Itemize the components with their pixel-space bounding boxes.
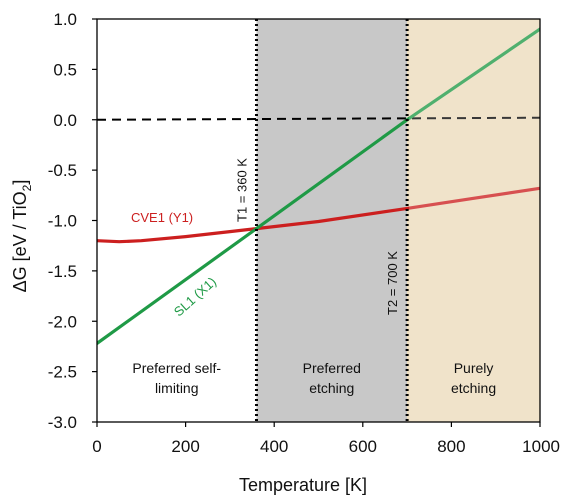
y-tick-label: 0.0 <box>53 111 77 130</box>
x-tick-label: 600 <box>349 437 377 456</box>
y-tick-label: -3.0 <box>48 413 77 432</box>
region-3 <box>407 19 540 422</box>
x-tick-label: 800 <box>437 437 465 456</box>
y-tick-label: 0.5 <box>53 60 77 79</box>
x-axis-title: Temperature [K] <box>239 475 367 495</box>
y-tick-label: -1.5 <box>48 262 77 281</box>
x-tick-label: 0 <box>92 437 101 456</box>
y-axis-title: ΔG [eV / TiO2] <box>10 180 34 293</box>
y-tick-label: 1.0 <box>53 10 77 29</box>
y-tick-label: -2.5 <box>48 363 77 382</box>
y-axis-title-bracket: ] <box>10 180 30 185</box>
x-tick-label: 200 <box>171 437 199 456</box>
series-label-cve1: CVE1 (Y1) <box>131 210 193 225</box>
region-label-line: Preferred <box>303 360 361 376</box>
region-label-line: limiting <box>155 380 199 396</box>
threshold-layer: T1 = 360 K T2 = 700 K <box>234 19 409 422</box>
y-axis-title-subscript: 2 <box>20 184 34 191</box>
y-tick-label: -1.0 <box>48 212 77 231</box>
region-label-2: Preferred etching <box>303 360 361 396</box>
y-tick-label: -2.0 <box>48 312 77 331</box>
region-label-1: Preferred self-limiting <box>132 360 221 396</box>
y-axis-title-main: ΔG [eV / TiO <box>10 191 30 292</box>
tick-layer: 1.0 0.5 0.0 -0.5 -1.0 -1.5 -2.0 -2.5 -3.0 0 200 400… <box>48 10 560 456</box>
series-line-1 <box>97 186 540 244</box>
region-label-line: etching <box>309 380 354 396</box>
series-line-2 <box>97 27 540 345</box>
region-tint-overlay <box>409 19 540 422</box>
series-layer <box>97 19 540 422</box>
threshold-label-2: T2 = 700 K <box>385 251 400 315</box>
y-tick-label: -0.5 <box>48 161 77 180</box>
x-tick-label: 400 <box>260 437 288 456</box>
region-label-line: Preferred self- <box>132 360 221 376</box>
region-label-3: Purely etching <box>451 360 496 396</box>
x-tick-label: 1000 <box>522 437 560 456</box>
region-1 <box>97 19 257 422</box>
region-label-line: Purely <box>454 360 494 376</box>
region-label-line: etching <box>451 380 496 396</box>
threshold-label-1: T1 = 360 K <box>234 158 249 222</box>
